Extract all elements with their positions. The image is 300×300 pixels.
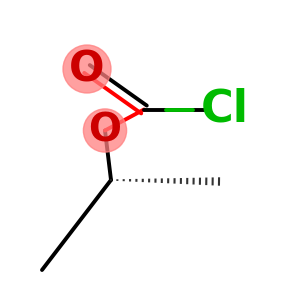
Text: O: O <box>88 112 122 149</box>
Text: Cl: Cl <box>201 88 249 131</box>
Text: O: O <box>69 48 105 90</box>
Circle shape <box>63 45 111 93</box>
Circle shape <box>83 109 127 152</box>
